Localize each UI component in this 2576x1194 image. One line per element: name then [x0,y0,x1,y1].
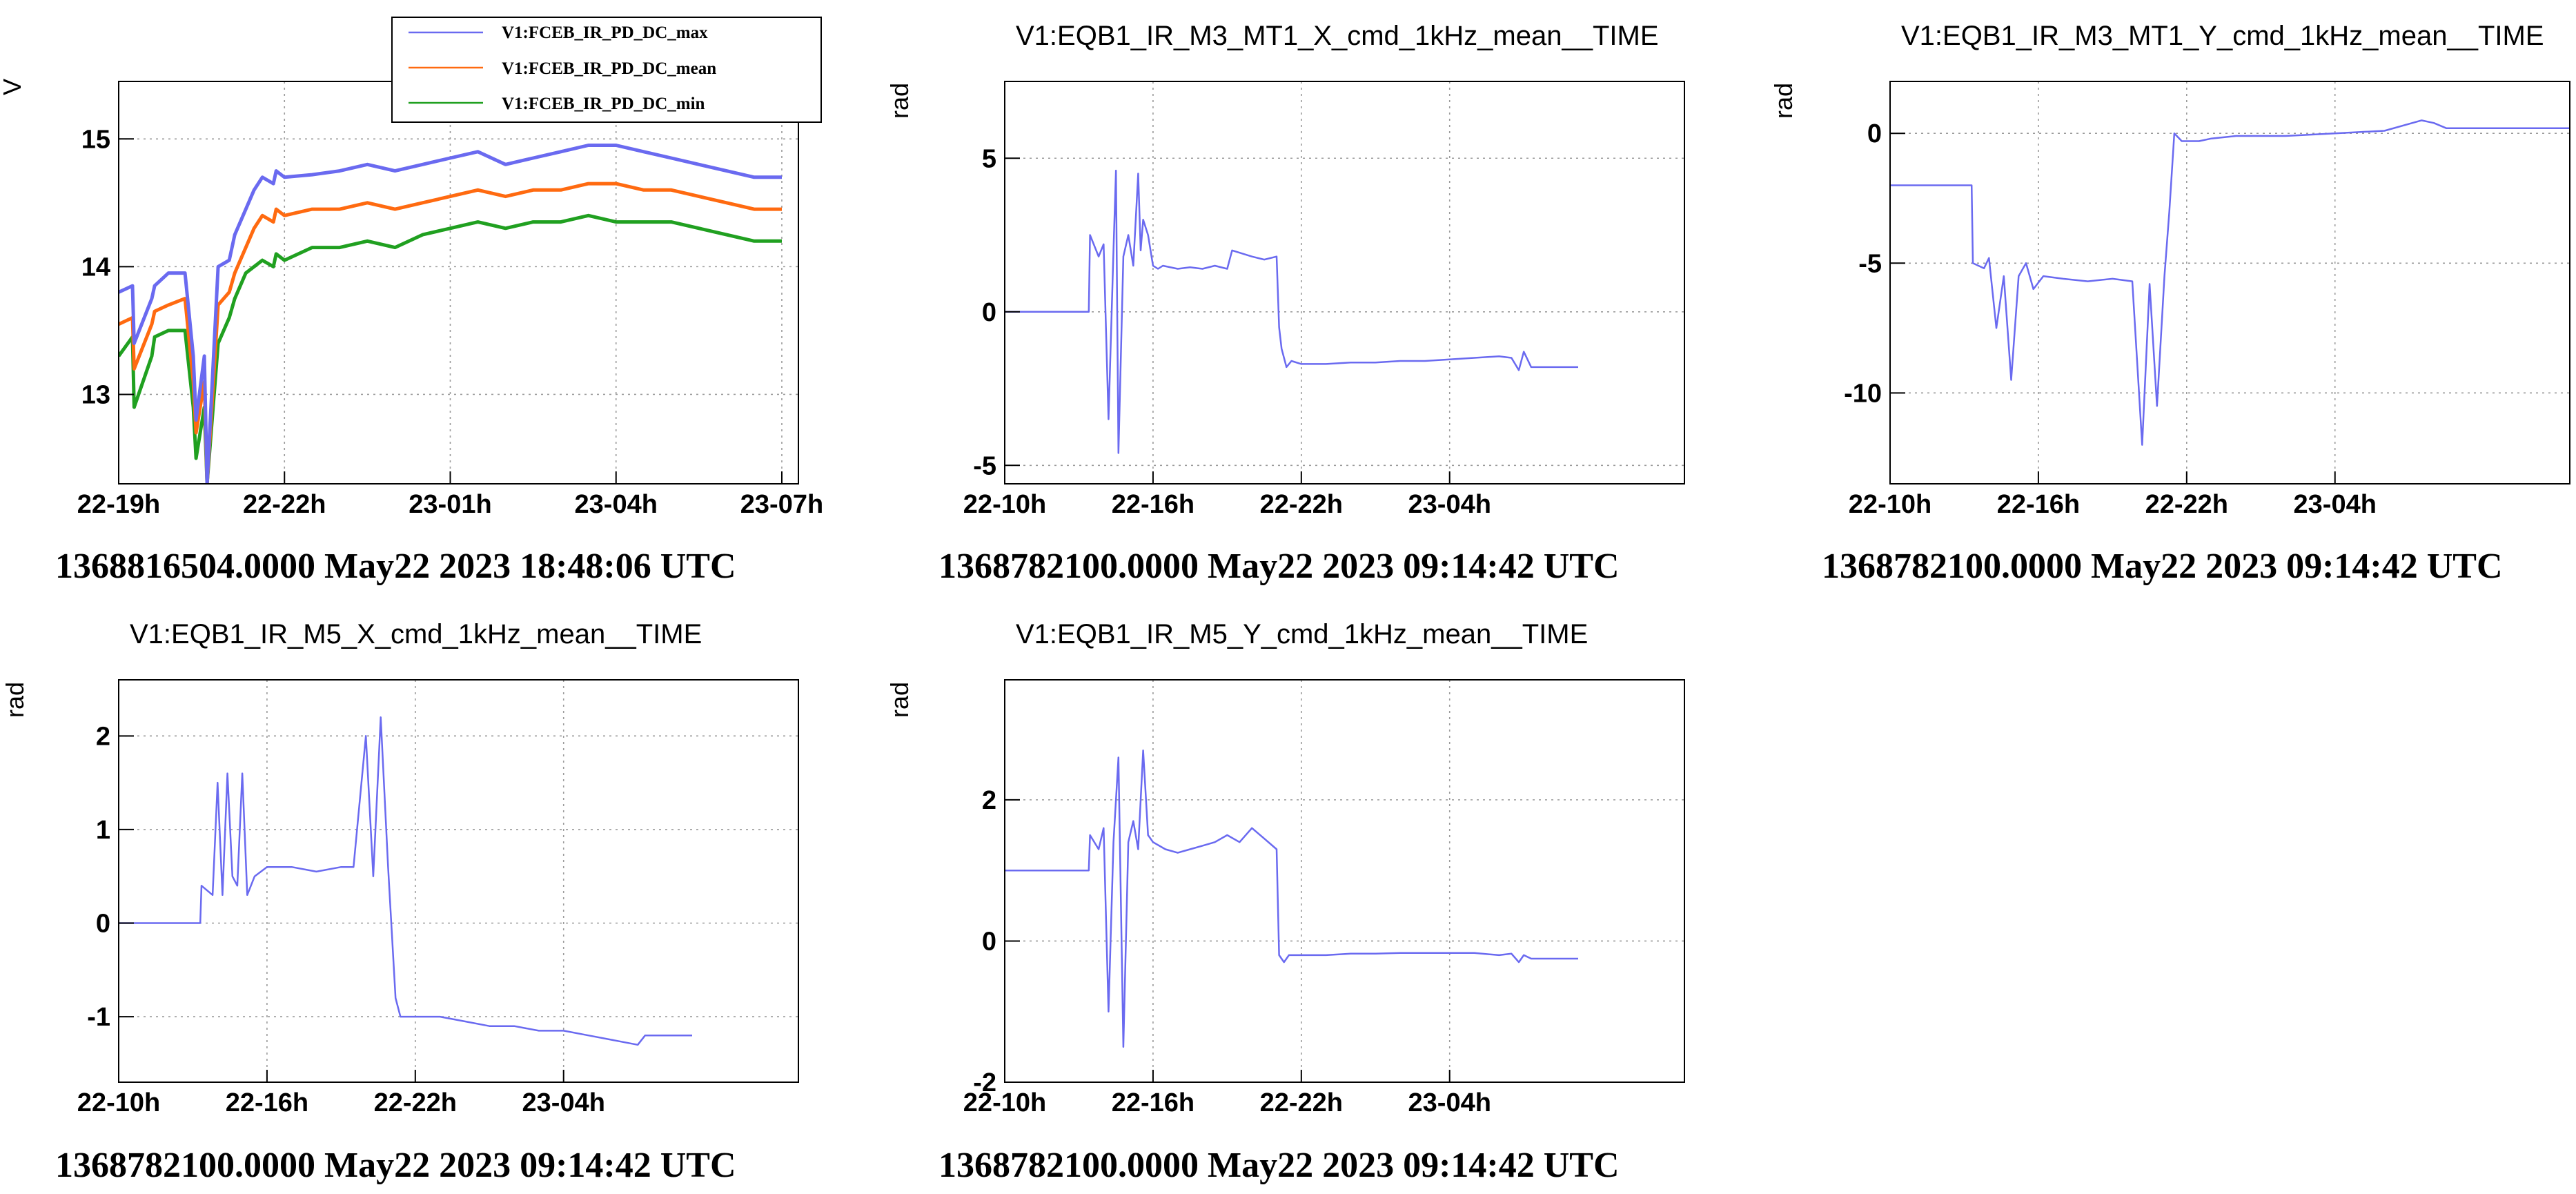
y-tick-label: -10 [1844,379,1882,408]
panel-1: 22-19h 22-22h 23-01h 23-04h 23-07h 13 14 15 [77,81,823,519]
y-tick-label: 14 [81,253,110,282]
x-tick-label: 22-16h [226,1088,308,1117]
x-tick-label: 22-10h [963,490,1046,519]
x-tick-label: 22-16h [1112,1088,1194,1117]
x-tick-label: 23-04h [1408,1088,1491,1117]
legend-label-max: V1:FCEB_IR_PD_DC_max [502,23,708,42]
series-line-min [119,213,782,484]
y-tick-label: 2 [96,722,110,751]
y-tick-label: 13 [81,380,110,409]
series-group [119,716,692,1046]
x-tick-label: 22-16h [1997,490,2080,519]
series-line-mean [119,182,782,484]
x-tick-label: 22-10h [1849,490,1931,519]
legend [391,17,822,123]
y-tick-label: 0 [982,927,996,956]
x-tick-label: 22-22h [243,490,326,519]
series-line-max [119,144,782,484]
x-tick-label: 22-10h [77,1088,160,1117]
x-tick-label: 22-16h [1112,490,1194,519]
panel-1-ylabel: V [0,79,26,95]
plot-frame [1004,81,1685,485]
plot-frame [1889,81,2570,485]
panel-2: 22-10h 22-16h 22-22h 23-04h -5 0 5 [963,81,1685,519]
y-tick-label: 0 [1867,119,1882,148]
plot-frame [1004,679,1685,1083]
panel-2-timestamp: 1368782100.0000 May22 2023 09:14:42 UTC [938,547,1620,586]
plot-frame [118,679,799,1083]
plot-frame [118,81,799,485]
y-tick-label: 0 [982,298,996,327]
x-tick-label: 23-04h [522,1088,605,1117]
panel-4-ylabel: rad [1,682,29,718]
x-tick-label: 22-22h [374,1088,457,1117]
panel-2-ylabel: rad [885,83,914,119]
y-tick-label: 2 [982,786,996,815]
x-tick-label: 22-22h [2145,490,2228,519]
legend-label-min: V1:FCEB_IR_PD_DC_min [502,95,705,113]
series-group [1890,119,2570,446]
panel-4: 22-10h 22-16h 22-22h 23-04h -1 0 1 2 [77,679,799,1117]
series-group [1005,169,1578,454]
legend-label-mean: V1:FCEB_IR_PD_DC_mean [502,59,716,78]
panel-3-title: V1:EQB1_IR_M3_MT1_Y_cmd_1kHz_mean__TIME [1901,21,2544,51]
panel-4-title: V1:EQB1_IR_M5_X_cmd_1kHz_mean__TIME [130,619,702,649]
y-tick-label: -5 [1858,249,1882,278]
series-line-trace [1005,750,1578,1048]
x-tick-label: 22-19h [77,490,160,519]
panel-5: 22-10h 22-16h 22-22h 23-04h -2 0 2 [963,679,1685,1117]
series-line-trace [1005,169,1578,454]
y-tick-label: -5 [973,451,996,480]
y-tick-label: -2 [973,1068,996,1097]
x-tick-label: 23-04h [1408,490,1491,519]
series-line-trace [119,716,692,1046]
panel-4-timestamp: 1368782100.0000 May22 2023 09:14:42 UTC [55,1146,736,1185]
y-tick-label: 5 [982,144,996,173]
x-tick-label: 22-22h [1260,490,1343,519]
panel-3: 22-10h 22-16h 22-22h 23-04h -10 -5 0 [1844,81,2570,519]
x-tick-label: 22-22h [1260,1088,1343,1117]
panel-1-timestamp: 1368816504.0000 May22 2023 18:48:06 UTC [55,547,736,586]
panel-5-timestamp: 1368782100.0000 May22 2023 09:14:42 UTC [938,1146,1620,1185]
x-tick-label: 22-10h [963,1088,1046,1117]
series-group [119,144,782,484]
panel-5-title: V1:EQB1_IR_M5_Y_cmd_1kHz_mean__TIME [1016,619,1588,649]
x-tick-label: 23-04h [2294,490,2377,519]
y-tick-label: 0 [96,910,110,939]
x-tick-label: 23-01h [409,490,491,519]
x-tick-label: 23-07h [740,490,823,519]
series-group [1005,750,1578,1048]
panel-5-ylabel: rad [885,682,914,718]
x-tick-label: 23-04h [575,490,658,519]
y-tick-label: 1 [96,816,110,845]
legend-box [391,17,822,123]
panel-3-timestamp: 1368782100.0000 May22 2023 09:14:42 UTC [1822,547,2503,586]
y-tick-label: 15 [81,125,110,154]
panel-3-ylabel: rad [1769,83,1798,119]
series-line-trace [1890,119,2570,446]
y-tick-label: -1 [87,1003,110,1032]
panel-2-title: V1:EQB1_IR_M3_MT1_X_cmd_1kHz_mean__TIME [1016,21,1659,51]
